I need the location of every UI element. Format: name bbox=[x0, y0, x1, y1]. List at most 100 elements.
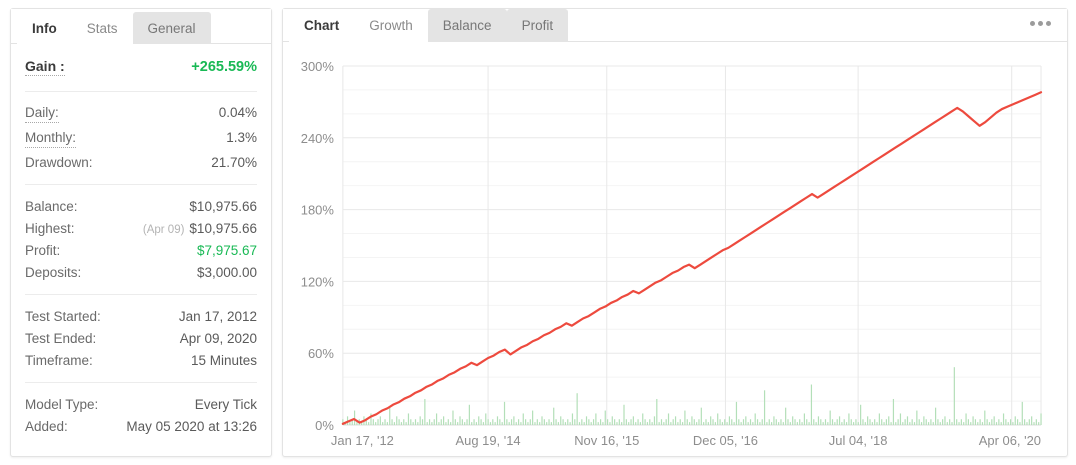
profit-bar bbox=[665, 418, 667, 425]
profit-bar bbox=[386, 421, 388, 425]
profit-bar bbox=[789, 421, 791, 425]
profit-bar bbox=[368, 421, 370, 425]
profit-bar bbox=[841, 421, 843, 425]
profit-bar bbox=[588, 418, 590, 425]
profit-bar bbox=[464, 421, 466, 425]
profit-bar bbox=[820, 418, 822, 425]
info-label-daily[interactable]: Daily: bbox=[25, 105, 59, 123]
profit-bar bbox=[890, 421, 892, 425]
info-label-monthly[interactable]: Monthly: bbox=[25, 130, 77, 148]
profit-bar bbox=[700, 407, 702, 425]
info-value-deposits: $3,000.00 bbox=[196, 264, 257, 280]
x-axis-tick-label: Jul 04, '18 bbox=[829, 432, 888, 447]
profit-bar bbox=[733, 421, 735, 425]
info-value-drawdown: 21.70% bbox=[211, 154, 257, 170]
profit-bar bbox=[824, 418, 827, 425]
profit-bar bbox=[930, 418, 932, 425]
info-row-timeframe: Timeframe: 15 Minutes bbox=[25, 349, 257, 371]
profit-bar bbox=[607, 418, 609, 425]
profit-bar bbox=[848, 412, 850, 425]
profit-bar bbox=[421, 418, 424, 425]
y-axis-tick-label: 240% bbox=[301, 130, 335, 145]
profit-bar bbox=[499, 418, 501, 425]
profit-bar bbox=[869, 418, 871, 425]
profit-bar bbox=[778, 421, 780, 425]
info-row-test-started: Test Started: Jan 17, 2012 bbox=[25, 305, 257, 327]
profit-bar bbox=[548, 418, 550, 425]
profit-bar bbox=[377, 418, 379, 425]
profit-bar bbox=[1009, 418, 1012, 425]
profit-bar bbox=[878, 412, 880, 425]
profit-bar bbox=[684, 410, 686, 425]
profit-bar bbox=[916, 410, 918, 425]
x-axis-tick-label: Apr 06, '20 bbox=[979, 432, 1041, 447]
profit-bar bbox=[761, 418, 763, 425]
profit-bar bbox=[892, 398, 895, 425]
profit-bar bbox=[881, 418, 883, 425]
profit-bar bbox=[452, 410, 454, 425]
profit-bar bbox=[431, 421, 433, 425]
info-label-gain[interactable]: Gain : bbox=[25, 58, 65, 76]
tab-growth[interactable]: Growth bbox=[354, 9, 428, 42]
profit-bar bbox=[714, 421, 716, 425]
info-row-test-ended: Test Ended: Apr 09, 2020 bbox=[25, 327, 257, 349]
profit-bar bbox=[642, 412, 644, 425]
info-tabstrip: Info Stats General bbox=[11, 9, 271, 44]
profit-bar bbox=[564, 421, 567, 425]
profit-bar bbox=[719, 418, 721, 425]
info-label-model-type: Model Type: bbox=[25, 396, 99, 412]
info-value-monthly: 1.3% bbox=[226, 129, 257, 145]
profit-bar bbox=[510, 418, 513, 425]
profit-bar bbox=[958, 421, 960, 425]
profit-bar bbox=[621, 421, 623, 425]
profit-bar bbox=[1028, 418, 1030, 425]
profit-bar bbox=[426, 421, 428, 425]
profit-bar bbox=[520, 421, 522, 425]
profit-bar bbox=[932, 421, 934, 425]
growth-chart[interactable]: 0% 60% 120% 180% 240% 300% Jan 17, '12 Aug 19, … bbox=[291, 56, 1051, 455]
tab-balance[interactable]: Balance bbox=[427, 9, 507, 42]
tab-info[interactable]: Info bbox=[17, 11, 72, 44]
profit-bar bbox=[494, 421, 496, 425]
profit-bar bbox=[953, 366, 955, 425]
x-axis-tick-label: Dec 05, '16 bbox=[693, 432, 758, 447]
profit-bar bbox=[1019, 421, 1021, 425]
profit-bar bbox=[1005, 418, 1007, 425]
info-note-highest-date: (Apr 09) bbox=[142, 223, 185, 236]
y-axis-tick-label: 60% bbox=[308, 346, 334, 361]
profit-bar bbox=[1012, 421, 1014, 425]
profit-bar bbox=[517, 418, 520, 425]
profit-bar bbox=[827, 421, 829, 425]
profit-bar bbox=[618, 418, 620, 425]
profit-bar bbox=[1026, 421, 1028, 425]
profit-bar bbox=[860, 404, 862, 425]
profit-bar bbox=[503, 401, 506, 425]
profit-bar bbox=[721, 421, 724, 425]
profit-bar bbox=[883, 421, 885, 425]
tab-chart[interactable]: Chart bbox=[289, 9, 355, 42]
profit-bar bbox=[780, 418, 782, 425]
profit-bar bbox=[728, 415, 731, 425]
tab-profit[interactable]: Profit bbox=[506, 9, 569, 42]
profit-bar bbox=[581, 418, 583, 425]
profit-bar bbox=[475, 421, 478, 425]
profit-bar bbox=[906, 415, 909, 425]
profit-bar bbox=[1033, 421, 1035, 425]
profit-bar bbox=[855, 418, 857, 425]
profit-bar bbox=[752, 421, 754, 425]
profit-bar bbox=[457, 421, 459, 425]
tab-general[interactable]: General bbox=[132, 11, 211, 44]
profit-bar bbox=[595, 412, 597, 425]
profit-bar bbox=[522, 412, 524, 425]
profit-bar bbox=[674, 415, 677, 425]
profit-bar bbox=[609, 421, 611, 425]
profit-bar bbox=[853, 421, 855, 425]
plot-background bbox=[342, 65, 1042, 425]
ellipsis-horizontal-icon[interactable] bbox=[1030, 21, 1051, 26]
tab-stats[interactable]: Stats bbox=[71, 11, 133, 44]
profit-bar bbox=[571, 412, 574, 425]
profit-bar bbox=[834, 421, 836, 425]
info-value-test-started: Jan 17, 2012 bbox=[178, 308, 257, 324]
profit-bar bbox=[656, 398, 658, 425]
